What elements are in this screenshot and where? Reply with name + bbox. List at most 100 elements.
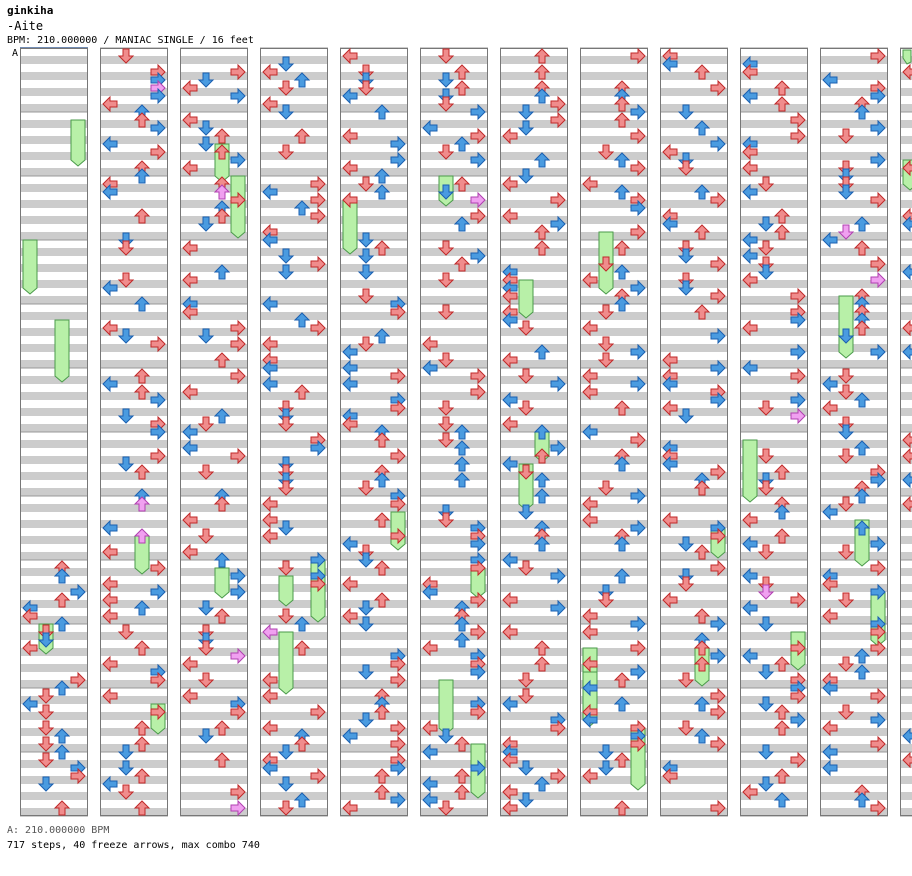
step-arrow — [53, 616, 71, 632]
beat-stripe — [580, 104, 648, 112]
step-arrow — [550, 111, 566, 129]
beat-stripe — [180, 728, 248, 736]
step-arrow — [342, 87, 358, 105]
freeze-arrow — [742, 439, 758, 503]
step-arrow — [613, 800, 631, 816]
step-arrow — [230, 191, 246, 209]
step-arrow — [742, 271, 758, 289]
beat-stripe — [260, 472, 328, 480]
step-arrow — [310, 551, 326, 569]
beat-stripe — [260, 72, 328, 80]
step-arrow — [262, 719, 278, 737]
step-arrow — [710, 799, 726, 817]
step-arrow — [662, 143, 678, 161]
beat-stripe — [260, 152, 328, 160]
beat-stripe — [340, 104, 408, 112]
beat-stripe — [180, 776, 248, 784]
step-arrow — [53, 592, 71, 608]
beat-stripe — [900, 472, 912, 480]
beat-stripe — [740, 472, 808, 480]
beat-stripe — [180, 760, 248, 768]
step-arrow — [630, 639, 646, 657]
beat-stripe — [340, 616, 408, 624]
beat-stripe — [740, 72, 808, 80]
beat-stripe — [740, 344, 808, 352]
beat-stripe — [660, 520, 728, 528]
step-arrow — [133, 464, 151, 480]
step-arrow — [150, 671, 166, 689]
step-arrow — [902, 471, 912, 489]
step-arrow — [182, 111, 198, 129]
step-arrow — [597, 352, 615, 368]
beat-stripe — [260, 248, 328, 256]
step-arrow — [53, 800, 71, 816]
step-arrow — [437, 400, 455, 416]
beat-stripe — [100, 120, 168, 128]
step-arrow — [342, 191, 358, 209]
beat-stripe — [900, 792, 912, 800]
beat-stripe — [180, 392, 248, 400]
step-arrow — [70, 767, 86, 785]
beat-stripe — [180, 296, 248, 304]
beat-stripe — [340, 136, 408, 144]
beat-stripe — [580, 536, 648, 544]
beat-stripe — [20, 184, 88, 192]
step-arrow — [437, 144, 455, 160]
beat-stripe — [180, 632, 248, 640]
beat-stripe — [420, 376, 488, 384]
step-arrow — [677, 408, 695, 424]
step-arrow — [310, 319, 326, 337]
column-border — [660, 48, 728, 816]
step-arrow — [902, 495, 912, 513]
beat-stripe — [820, 744, 888, 752]
beat-stripe — [420, 120, 488, 128]
beat-stripe — [20, 488, 88, 496]
beat-stripe — [900, 584, 912, 592]
step-arrow — [630, 159, 646, 177]
step-arrow — [390, 671, 406, 689]
beat-stripe — [820, 280, 888, 288]
beat-stripe — [900, 232, 912, 240]
beat-stripe — [180, 376, 248, 384]
step-arrow — [277, 80, 295, 96]
step-arrow — [597, 480, 615, 496]
step-arrow — [133, 528, 151, 544]
beat-stripe — [420, 600, 488, 608]
beat-stripe — [420, 344, 488, 352]
step-arrow — [422, 791, 438, 809]
step-arrow — [630, 103, 646, 121]
step-arrow — [677, 104, 695, 120]
beat-stripe — [180, 552, 248, 560]
step-arrow — [582, 495, 598, 513]
step-arrow — [453, 80, 471, 96]
beat-stripe — [820, 760, 888, 768]
step-arrow — [870, 559, 886, 577]
step-arrow — [533, 776, 551, 792]
step-arrow — [533, 344, 551, 360]
step-arrow — [533, 656, 551, 672]
beat-stripe — [180, 536, 248, 544]
beat-stripe — [740, 696, 808, 704]
beat-stripe — [420, 440, 488, 448]
step-arrow — [837, 384, 855, 400]
step-arrow — [230, 783, 246, 801]
step-arrow — [117, 272, 135, 288]
beat-stripe — [100, 552, 168, 560]
step-arrow — [277, 480, 295, 496]
step-arrow — [102, 607, 118, 625]
beat-stripe — [420, 744, 488, 752]
step-arrow — [757, 400, 775, 416]
beat-stripe — [900, 312, 912, 320]
beat-stripe — [20, 376, 88, 384]
beat-stripe — [580, 184, 648, 192]
beat-stripe — [820, 632, 888, 640]
beat-stripe — [100, 648, 168, 656]
step-arrow — [822, 743, 838, 761]
step-arrow — [390, 735, 406, 753]
step-arrow — [310, 575, 326, 593]
step-arrow — [373, 104, 391, 120]
beat-stripe — [660, 504, 728, 512]
beat-stripe — [20, 264, 88, 272]
step-arrow — [790, 751, 806, 769]
beat-stripe — [820, 264, 888, 272]
